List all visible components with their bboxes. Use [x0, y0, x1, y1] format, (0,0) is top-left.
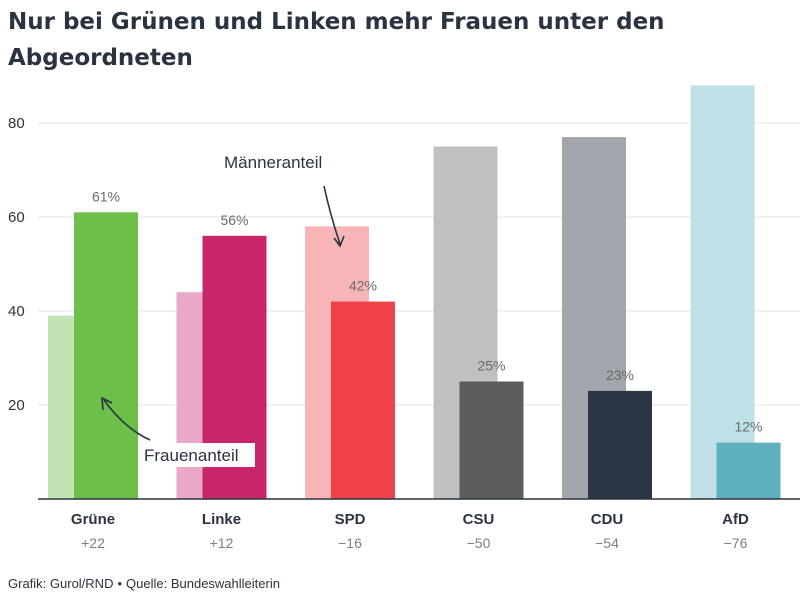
bar-frauenanteil	[74, 212, 138, 500]
chart-title: Nur bei Grünen und Linken mehr Frauen un…	[8, 9, 665, 71]
arrow-maenneranteil	[323, 185, 341, 245]
annotation-label-maenneranteil: Männeranteil	[224, 153, 322, 172]
category-label: CSU	[463, 511, 495, 528]
footer-source-text: Quelle: Bundeswahlleiterin	[126, 576, 280, 591]
arrowhead-frauenanteil	[101, 396, 113, 411]
footer-credit: Grafik: Gurol/RND	[8, 576, 114, 591]
bar-frauenanteil	[716, 442, 781, 499]
gridlines	[38, 122, 800, 406]
y-tick-label: 40	[8, 303, 25, 320]
category-difference: +22	[81, 535, 105, 551]
category-label: SPD	[335, 511, 366, 528]
category-label: AfD	[722, 511, 749, 528]
category-label: CDU	[591, 511, 624, 528]
annotation-frauenanteil: Frauenanteil	[101, 396, 255, 467]
x-axis-categories: Grüne +22 Linke +12 SPD −16 CSU −50 CDU −54 AfD −76	[71, 511, 749, 551]
y-tick-label: 20	[8, 397, 25, 414]
arrow-frauenanteil	[103, 399, 151, 441]
category-label: Linke	[202, 511, 241, 528]
value-labels: 61% 56% 42% 25% 23% 12%	[92, 188, 763, 434]
y-axis-ticks: 20 40 60 80	[8, 115, 25, 414]
value-label-frauenanteil: 23%	[606, 367, 634, 383]
annotation-label-frauenanteil: Frauenanteil	[144, 446, 239, 465]
category-difference: −50	[467, 535, 491, 551]
y-tick-label: 80	[8, 115, 25, 132]
category-difference: −16	[338, 535, 362, 551]
footer-source: Grafik: Gurol/RND • Quelle: Bundeswahlleit…	[8, 576, 280, 591]
y-tick-label: 60	[8, 209, 25, 226]
category-difference: −54	[595, 535, 619, 551]
annotation-maenneranteil: Männeranteil	[224, 153, 345, 248]
annotation-backdrop	[141, 443, 255, 467]
category-difference: +12	[210, 535, 234, 551]
bars	[48, 85, 781, 500]
value-label-frauenanteil: 42%	[349, 278, 377, 294]
value-label-frauenanteil: 61%	[92, 188, 120, 204]
value-label-frauenanteil: 12%	[734, 419, 762, 435]
arrowhead-maenneranteil	[333, 235, 345, 248]
value-label-frauenanteil: 25%	[477, 358, 505, 374]
bar-frauenanteil	[331, 301, 395, 499]
category-difference: −76	[724, 535, 748, 551]
bar-frauenanteil	[459, 381, 524, 499]
category-label: Grüne	[71, 511, 115, 528]
bar-frauenanteil	[588, 390, 652, 499]
value-label-frauenanteil: 56%	[220, 212, 248, 228]
bar-maenneranteil	[690, 85, 755, 500]
footer-separator: •	[117, 576, 123, 591]
